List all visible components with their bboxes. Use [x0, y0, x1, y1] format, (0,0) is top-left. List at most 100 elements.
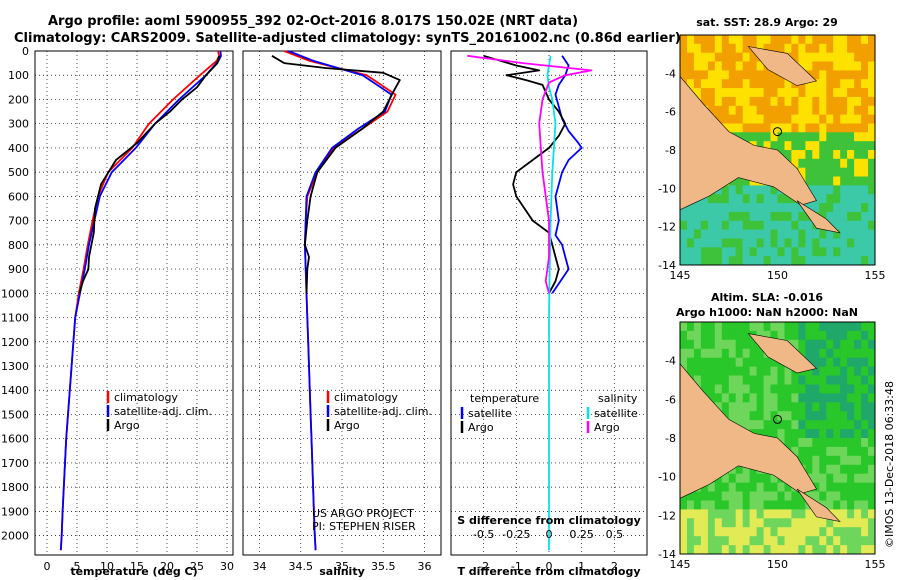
map-cell	[714, 322, 723, 332]
map-cell	[680, 256, 688, 266]
map-cell	[805, 141, 813, 151]
map-cell	[784, 411, 792, 421]
map-cell	[791, 509, 799, 519]
figure-title-line1: Argo profile: aoml 5900955_392 02-Oct-20…	[48, 14, 578, 29]
map-cell	[721, 357, 730, 368]
map-cell	[680, 220, 688, 231]
map-cell	[854, 185, 862, 195]
map-x-tick-label: 145	[670, 269, 691, 282]
map-cell	[680, 509, 688, 519]
map-cell	[861, 420, 869, 430]
map-cell	[833, 105, 841, 116]
map-cell	[861, 52, 869, 62]
map-cell	[756, 70, 765, 80]
map-cell	[714, 88, 723, 98]
map-cell	[868, 211, 876, 222]
x-tick-label: 2	[611, 560, 618, 573]
map-cell	[763, 229, 772, 239]
map-cell	[847, 194, 855, 204]
map-cell	[728, 79, 737, 89]
map-cell	[805, 61, 813, 71]
map-cell	[749, 420, 758, 430]
map-cell	[805, 330, 813, 341]
legend-label-temp-satellite: satellite	[468, 407, 512, 420]
map-cell	[805, 247, 813, 257]
legend-header-salinity: salinity	[598, 392, 638, 405]
map-cell	[833, 438, 841, 448]
map-cell	[840, 132, 848, 142]
map-cell	[763, 88, 772, 98]
map-cell	[763, 402, 772, 412]
map-cell	[805, 393, 813, 403]
map-y-tick-label: -12	[658, 509, 676, 522]
map-cell	[826, 500, 834, 510]
map-cell	[847, 79, 855, 89]
map-cell	[770, 229, 778, 239]
map-cell	[687, 256, 695, 266]
map-cell	[756, 123, 765, 133]
x-tick-label: 0	[546, 560, 553, 573]
map-cell	[763, 393, 772, 403]
map-cell	[770, 35, 778, 45]
map-cell	[861, 339, 869, 350]
map-cell	[861, 545, 869, 555]
map-cell	[693, 247, 702, 257]
map-cell	[763, 96, 772, 107]
map-cell	[700, 384, 709, 394]
x-tick-label: 34	[253, 560, 267, 573]
map-cell	[812, 384, 820, 394]
map-cell	[861, 229, 869, 239]
map-cell	[756, 500, 765, 510]
y-tick-label: 800	[8, 239, 29, 252]
series-line-argo	[78, 55, 221, 294]
map-cell	[707, 96, 716, 107]
map-cell	[742, 61, 751, 71]
map-cell	[826, 229, 834, 239]
map-cell	[840, 455, 848, 466]
map-cell	[735, 366, 744, 376]
map-cell	[798, 393, 806, 403]
map-cell	[798, 132, 806, 142]
map-cell	[826, 393, 834, 403]
map-cell	[868, 220, 876, 231]
map-cell	[805, 518, 813, 528]
map-cell	[847, 366, 855, 376]
map-cell	[812, 446, 820, 457]
map-cell	[756, 518, 765, 528]
map-cell	[784, 500, 792, 510]
map-cell	[805, 420, 813, 430]
map-cell	[826, 527, 834, 537]
map-cell	[798, 238, 806, 248]
map-cell	[805, 429, 813, 439]
map-cell	[868, 384, 876, 394]
map-cell	[812, 203, 820, 213]
map-cell	[700, 194, 709, 204]
map-cell	[700, 527, 709, 537]
map-cell	[784, 229, 792, 239]
map-cell	[728, 536, 737, 546]
map-cell	[763, 482, 772, 492]
map-cell	[693, 70, 702, 80]
map-cell	[707, 229, 716, 239]
map-cell	[868, 176, 876, 186]
map-cell	[728, 357, 737, 368]
map-cell	[770, 518, 778, 528]
map-cell	[791, 96, 799, 107]
map-cell	[868, 446, 876, 457]
map-cell	[791, 438, 799, 448]
map-cell	[749, 375, 758, 385]
map-cell	[707, 70, 716, 80]
map-cell	[861, 527, 869, 537]
map-cell	[812, 88, 820, 98]
y-tick-label: 1500	[1, 408, 29, 421]
map-cell	[840, 482, 848, 492]
map-cell	[770, 79, 778, 89]
map-cell	[687, 330, 695, 341]
map-cell	[854, 220, 862, 231]
map-cell	[721, 393, 730, 403]
map-cell	[770, 43, 778, 54]
map-cell	[861, 536, 869, 546]
map-cell	[756, 322, 765, 332]
